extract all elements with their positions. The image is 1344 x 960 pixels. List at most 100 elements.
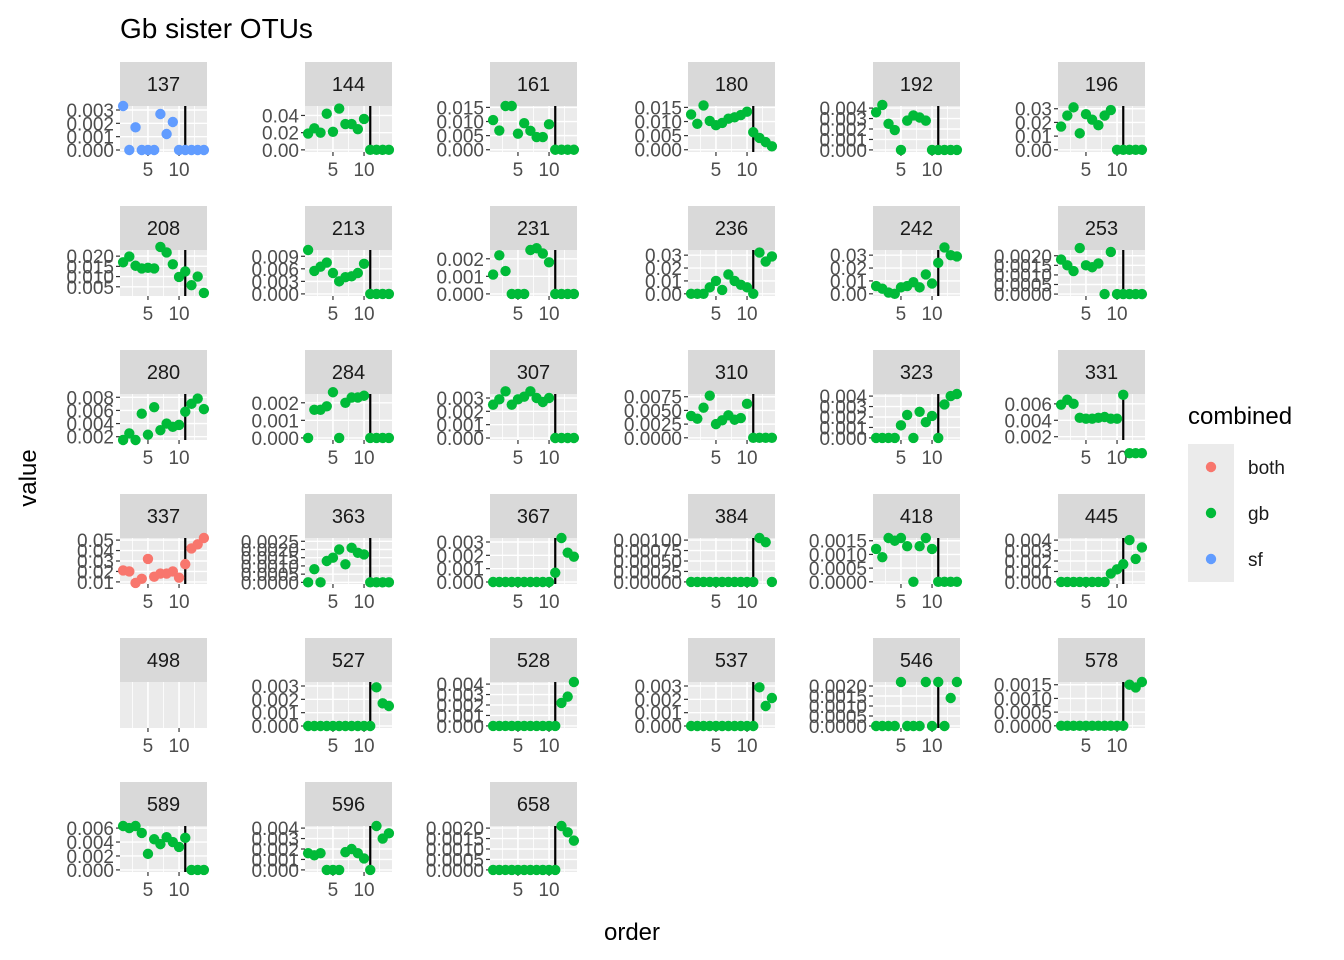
facet-strip <box>1058 638 1145 682</box>
x-tick-label: 5 <box>328 736 339 757</box>
data-point <box>877 551 888 563</box>
data-point <box>1136 676 1148 688</box>
facet-panel-231: 231 5 10 0.0000.0010.002 <box>436 206 580 325</box>
y-tick-label: 0.000 <box>66 861 114 882</box>
x-tick-label: 5 <box>143 592 154 613</box>
data-point <box>352 267 364 279</box>
data-point <box>939 399 950 410</box>
data-point <box>333 864 345 876</box>
facet-panel-363: 363 5 10 0.00000.00050.00100.00150.00200.00… <box>241 494 395 613</box>
data-point <box>148 144 160 156</box>
y-tick-label: 0.03 <box>830 246 867 267</box>
facet-strip <box>305 782 392 826</box>
data-point <box>180 406 191 417</box>
data-point <box>500 265 511 277</box>
data-point <box>124 566 135 577</box>
data-point <box>754 682 765 693</box>
data-point <box>365 720 376 732</box>
facet-strip-label: 331 <box>1085 362 1118 384</box>
facet-strip-label: 528 <box>517 650 550 672</box>
x-tick-label: 5 <box>711 736 722 757</box>
y-tick-label: 0.01 <box>830 272 867 293</box>
x-tick-label: 10 <box>921 304 942 325</box>
x-tick-label: 5 <box>513 736 524 757</box>
y-tick-label: 0.0015 <box>809 687 867 708</box>
y-tick-label: 0.002 <box>819 120 867 141</box>
data-point <box>327 126 339 137</box>
x-tick-label: 5 <box>513 448 524 469</box>
facet-strip-label: 527 <box>332 650 365 672</box>
legend-key-sf <box>1205 553 1217 565</box>
y-tick-label: 0.000 <box>436 141 484 162</box>
legend-key-gb <box>1205 507 1217 519</box>
x-tick-label: 10 <box>168 160 189 181</box>
facet-strip <box>490 62 577 106</box>
x-tick-label: 10 <box>538 736 559 757</box>
facet-panel-284: 284 5 10 0.0000.0010.002 <box>251 350 395 469</box>
data-point <box>371 820 382 832</box>
y-tick-label: 0.003 <box>436 389 484 410</box>
y-tick-label: 0.000 <box>436 717 484 738</box>
facet-panel-307: 307 5 10 0.0000.0010.0020.003 <box>436 350 580 469</box>
y-tick-label: 0.0005 <box>809 559 867 580</box>
y-tick-label: 0.003 <box>251 677 299 698</box>
y-tick-label: 0.03 <box>1015 100 1052 121</box>
y-tick-label: 0.0015 <box>809 532 867 553</box>
data-point <box>568 551 580 562</box>
facet-strip-label: 280 <box>147 362 180 384</box>
facet-strip <box>873 494 960 538</box>
y-tick-label: 0.001 <box>634 704 682 725</box>
data-point <box>741 106 753 117</box>
data-point <box>766 432 778 444</box>
y-tick-label: 0.00 <box>645 285 682 306</box>
data-point <box>315 847 326 859</box>
data-point <box>951 144 963 156</box>
y-tick-label: 0.002 <box>1004 428 1052 449</box>
data-point <box>748 576 759 588</box>
x-tick-label: 5 <box>143 448 154 469</box>
data-point <box>537 131 549 143</box>
data-point <box>908 432 919 444</box>
x-tick-label: 5 <box>711 448 722 469</box>
data-point <box>1130 553 1141 565</box>
data-point <box>926 410 938 422</box>
data-point <box>926 720 938 732</box>
x-tick-label: 10 <box>921 592 942 613</box>
y-tick-label: 0.0010 <box>809 545 867 566</box>
y-tick-label: 0.0005 <box>426 850 484 871</box>
y-tick-label: 0.002 <box>819 408 867 429</box>
y-tick-label: 0.003 <box>1004 542 1052 563</box>
y-tick-label: 0.000 <box>436 285 484 306</box>
y-tick-label: 0.0010 <box>426 840 484 861</box>
facet-strip <box>873 62 960 106</box>
y-tick-label: 0.000 <box>251 285 299 306</box>
data-point <box>383 828 395 839</box>
y-tick-label: 0.0000 <box>809 573 867 594</box>
x-tick-label: 10 <box>1106 592 1127 613</box>
facet-strip <box>490 782 577 826</box>
y-tick-label: 0.004 <box>251 819 299 840</box>
y-tick-label: 0.002 <box>66 114 114 135</box>
data-point <box>333 432 345 444</box>
data-point <box>302 244 314 256</box>
data-point <box>914 720 925 732</box>
facet-panel-384: 384 5 10 0.000000.000250.000500.000750.0010… <box>613 494 778 613</box>
data-point <box>920 269 932 280</box>
data-point <box>933 676 944 688</box>
data-point <box>155 838 166 850</box>
data-point <box>167 259 179 270</box>
y-tick-label: 0.02 <box>262 124 299 145</box>
data-point <box>371 682 382 693</box>
data-point <box>1062 110 1073 121</box>
y-tick-label: 0.004 <box>66 415 114 436</box>
facet-strip <box>305 638 392 682</box>
facet-strip-label: 537 <box>715 650 748 672</box>
facet-strip-label: 498 <box>147 650 180 672</box>
y-tick-label: 0.009 <box>251 247 299 268</box>
x-tick-label: 10 <box>1106 736 1127 757</box>
facet-strip-label: 180 <box>715 74 748 96</box>
x-tick-label: 10 <box>736 736 757 757</box>
x-axis-label: order <box>604 919 660 946</box>
y-tick-label: 0.001 <box>436 706 484 727</box>
